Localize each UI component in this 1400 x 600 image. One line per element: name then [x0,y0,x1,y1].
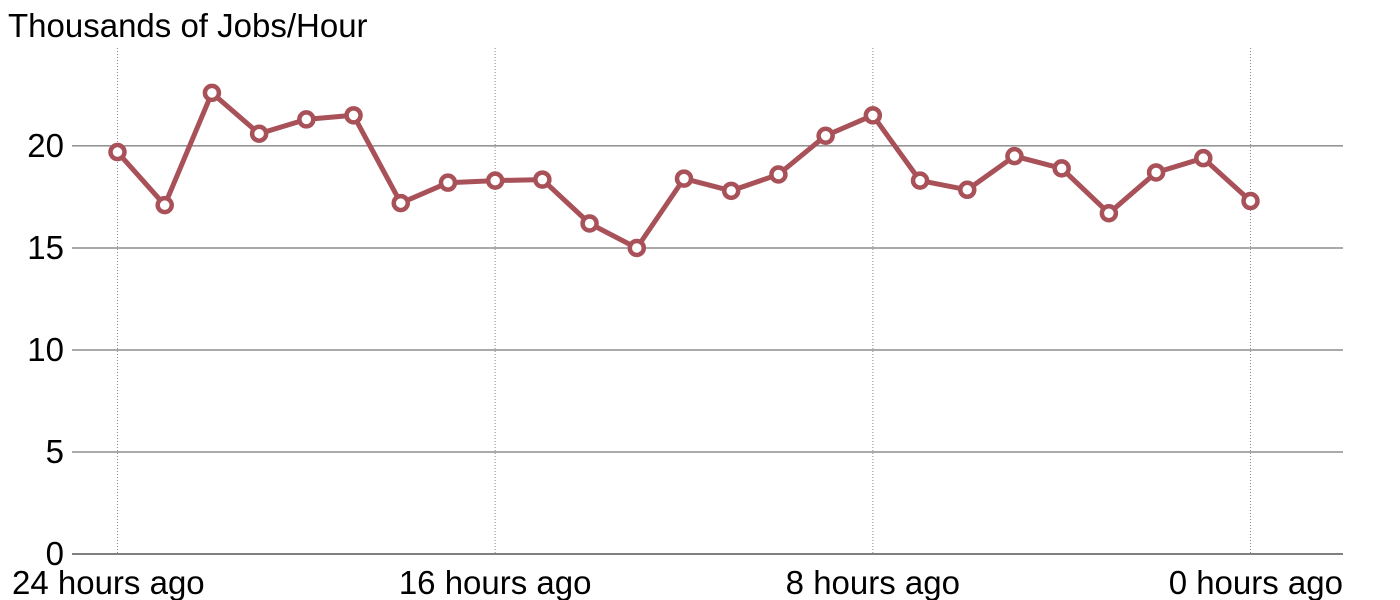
data-point [721,181,741,201]
data-point [391,193,410,213]
data-point [485,171,505,190]
data-point [769,165,788,184]
data-point [580,214,599,233]
data-point [155,195,174,215]
x-tick-label: 0 hours ago [1169,564,1343,600]
data-point [1194,148,1213,168]
y-gridlines [72,145,1343,555]
data-point [344,106,363,125]
x-tick-label: 16 hours ago [399,564,592,600]
data-point [297,110,316,129]
data-point [533,170,552,189]
series-group [108,83,1260,258]
y-tick-label: 5 [46,433,64,470]
y-axis-ticks: 0 5 10 15 20 [27,127,64,572]
data-point [438,173,458,192]
data-point [958,180,977,200]
data-point [1052,159,1071,178]
data-point [863,106,883,125]
data-point [1099,204,1119,223]
x-gridlines [117,48,1251,554]
data-point [108,142,127,162]
chart-title: Thousands of Jobs/Hour [8,7,368,44]
data-point [202,83,222,103]
data-point [674,169,694,188]
data-point [910,171,930,190]
y-tick-label: 20 [27,127,64,164]
data-point [816,126,835,145]
x-axis-ticks: 24 hours ago 16 hours ago 8 hours ago 0 hou… [12,564,1343,600]
data-point [1005,146,1024,166]
y-tick-label: 15 [27,229,64,266]
x-tick-label: 8 hours ago [786,564,960,600]
data-point [1146,163,1166,182]
y-tick-label: 0 [46,535,64,572]
data-point [627,238,647,258]
data-point [1241,191,1260,211]
y-tick-label: 10 [27,331,64,368]
data-point [249,124,269,143]
x-tick-label: 24 hours ago [12,564,205,600]
